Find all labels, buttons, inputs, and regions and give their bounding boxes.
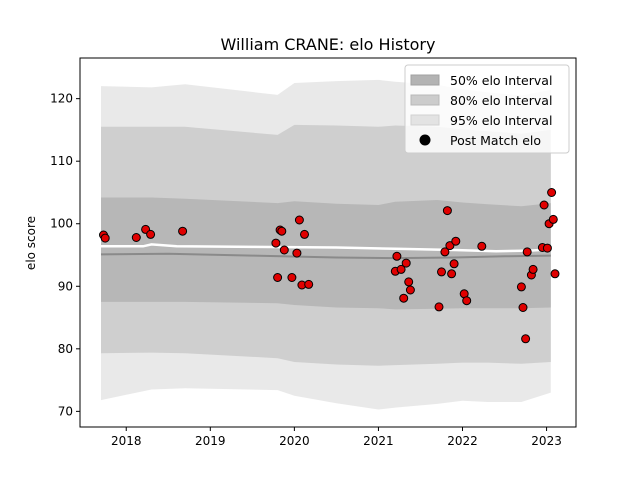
post-match-elo-point <box>401 258 411 268</box>
y-tick-label: 90 <box>58 279 73 293</box>
post-match-elo-point <box>271 238 281 248</box>
chart-title: William CRANE: elo History <box>221 35 436 54</box>
legend-swatch <box>410 74 440 86</box>
post-match-elo-point <box>304 279 314 289</box>
x-tick-label: 2023 <box>531 434 562 448</box>
post-match-elo-point <box>542 243 552 253</box>
post-match-elo-point <box>548 214 558 224</box>
post-match-elo-point <box>405 285 415 295</box>
legend-swatch <box>410 94 440 106</box>
legend-label: 95% elo Interval <box>450 113 552 128</box>
post-match-elo-point <box>445 241 455 251</box>
post-match-elo-point <box>178 226 188 236</box>
post-match-elo-point <box>434 302 444 312</box>
legend-label: 80% elo Interval <box>450 93 552 108</box>
legend-marker <box>419 134 431 146</box>
post-match-elo-point <box>451 236 461 246</box>
post-match-elo-point <box>294 215 304 225</box>
post-match-elo-point <box>279 245 289 255</box>
band-50-interval <box>101 197 551 310</box>
post-match-elo-point <box>547 188 557 197</box>
post-match-elo-point <box>447 269 457 279</box>
post-match-elo-point <box>442 206 452 216</box>
post-match-elo-point <box>277 226 287 236</box>
median-elo-line <box>100 252 551 260</box>
y-tick-label: 100 <box>50 217 73 231</box>
legend-box <box>404 64 570 154</box>
post-match-elo-line <box>101 243 551 253</box>
x-tick-label: 2022 <box>447 434 478 448</box>
y-tick-label: 80 <box>58 342 73 356</box>
legend-label: 50% elo Interval <box>450 73 552 88</box>
post-match-elo-point <box>300 229 309 239</box>
post-match-elo-point <box>399 293 409 303</box>
x-tick-label: 2020 <box>279 434 310 448</box>
post-match-elo-point <box>100 233 110 243</box>
axes: 2018 2019 2020 2021 2022 2023 70 80 90 100 110 120 <box>50 57 577 448</box>
post-match-elo-point <box>287 273 297 282</box>
post-match-elo-point <box>146 229 156 239</box>
legend: 50% elo Interval 80% elo Interval 95% elo … <box>404 64 570 154</box>
post-match-elo-point <box>273 273 283 282</box>
post-match-elo-point <box>131 233 141 242</box>
post-match-elo-point <box>528 264 538 274</box>
legend-label: Post Match elo <box>450 133 541 148</box>
plot-area <box>99 79 560 410</box>
post-match-elo-point <box>521 334 531 344</box>
plot-frame <box>79 57 577 428</box>
post-match-elo-point <box>449 259 459 269</box>
y-axis-label: elo score <box>24 216 38 270</box>
post-match-elo-point <box>404 277 414 287</box>
y-tick-label: 110 <box>50 154 73 168</box>
post-match-elo-point <box>518 303 528 312</box>
x-tick-label: 2018 <box>111 434 142 448</box>
post-match-elo-point <box>440 247 450 257</box>
post-match-elo-point <box>550 269 560 279</box>
post-match-elo-point <box>462 296 472 306</box>
post-match-elo-point <box>477 241 487 251</box>
post-match-elo-point <box>516 282 526 292</box>
post-match-elo-point <box>522 247 532 257</box>
y-tick-label: 120 <box>50 92 73 106</box>
post-match-elo-point <box>396 264 406 274</box>
y-tick-label: 70 <box>58 404 73 418</box>
legend-swatch <box>410 114 440 126</box>
post-match-elo-point <box>392 251 402 261</box>
x-tick-label: 2019 <box>195 434 226 448</box>
post-match-elo-point <box>539 200 549 210</box>
post-match-elo-point <box>292 248 302 258</box>
post-match-elo-point <box>437 267 446 277</box>
x-tick-label: 2021 <box>363 434 394 448</box>
